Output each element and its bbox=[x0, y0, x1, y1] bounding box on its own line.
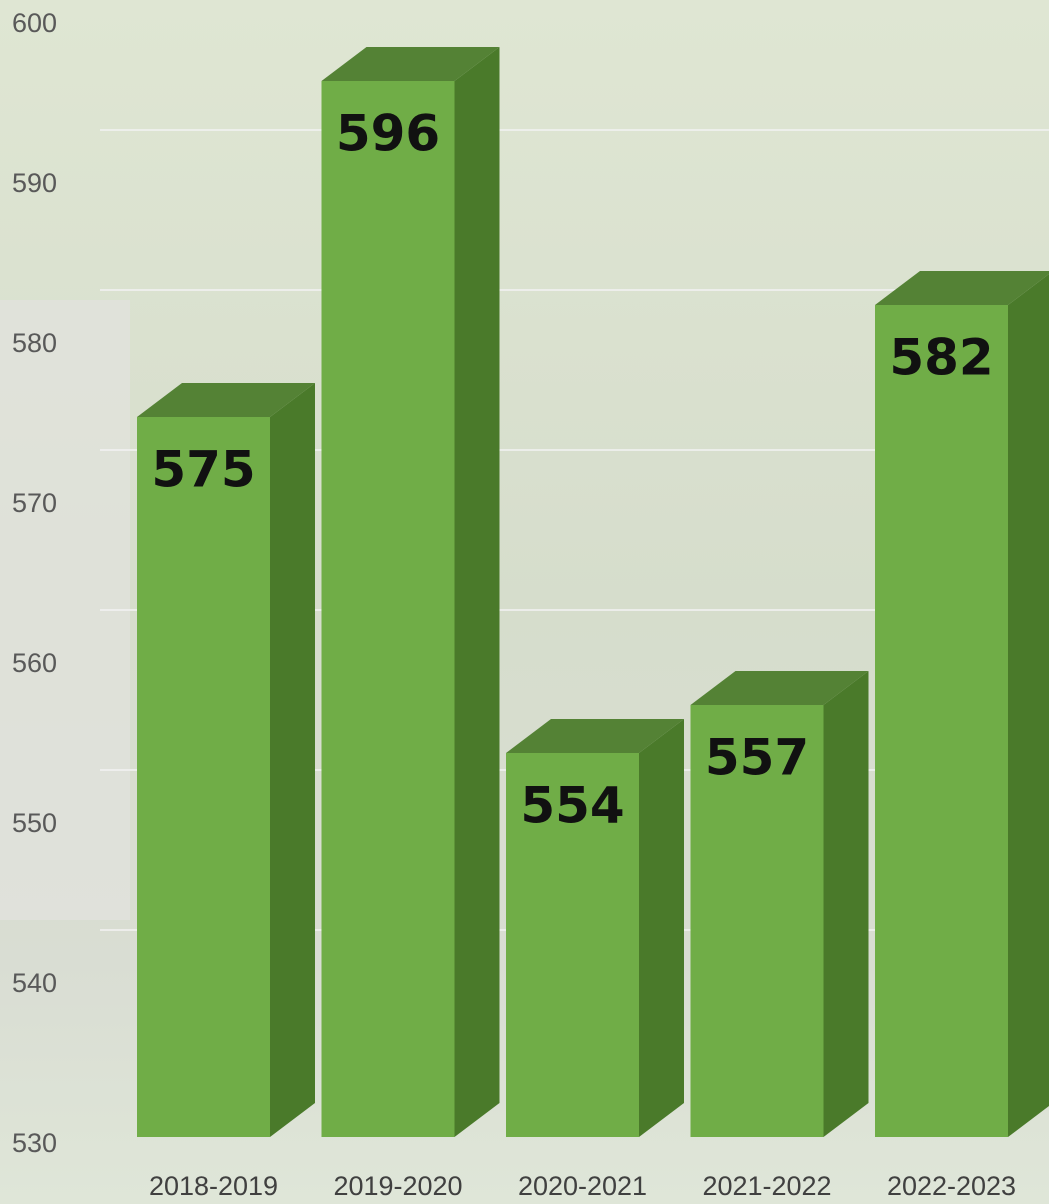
bar-side bbox=[270, 383, 315, 1137]
data-label: 582 bbox=[889, 329, 993, 387]
y-tick-label: 530 bbox=[12, 1128, 57, 1158]
data-label: 575 bbox=[151, 441, 255, 499]
data-label: 557 bbox=[705, 729, 809, 787]
x-tick-label: 2020-2021 bbox=[518, 1171, 647, 1201]
bar bbox=[322, 81, 455, 1137]
y-tick-label: 540 bbox=[12, 968, 57, 998]
bar-side bbox=[824, 671, 869, 1137]
y-tick-label: 560 bbox=[12, 648, 57, 678]
x-tick-label: 2021-2022 bbox=[702, 1171, 831, 1201]
bar-side bbox=[455, 47, 500, 1137]
y-tick-label: 550 bbox=[12, 808, 57, 838]
y-tick-label: 580 bbox=[12, 328, 57, 358]
chart: 530 540 550 560 570 580 590 600 2018-2019 575 2019… bbox=[0, 0, 1049, 1204]
data-label: 554 bbox=[520, 777, 624, 835]
y-tick-label: 570 bbox=[12, 488, 57, 518]
bar-side bbox=[1008, 271, 1049, 1137]
x-tick-label: 2022-2023 bbox=[887, 1171, 1016, 1201]
y-tick-label: 600 bbox=[12, 8, 57, 38]
bar bbox=[875, 305, 1008, 1137]
bar-side bbox=[639, 719, 684, 1137]
x-tick-label: 2018-2019 bbox=[149, 1171, 278, 1201]
x-tick-label: 2019-2020 bbox=[333, 1171, 462, 1201]
data-label: 596 bbox=[336, 105, 440, 163]
y-tick-label: 590 bbox=[12, 168, 57, 198]
bar bbox=[137, 417, 270, 1137]
